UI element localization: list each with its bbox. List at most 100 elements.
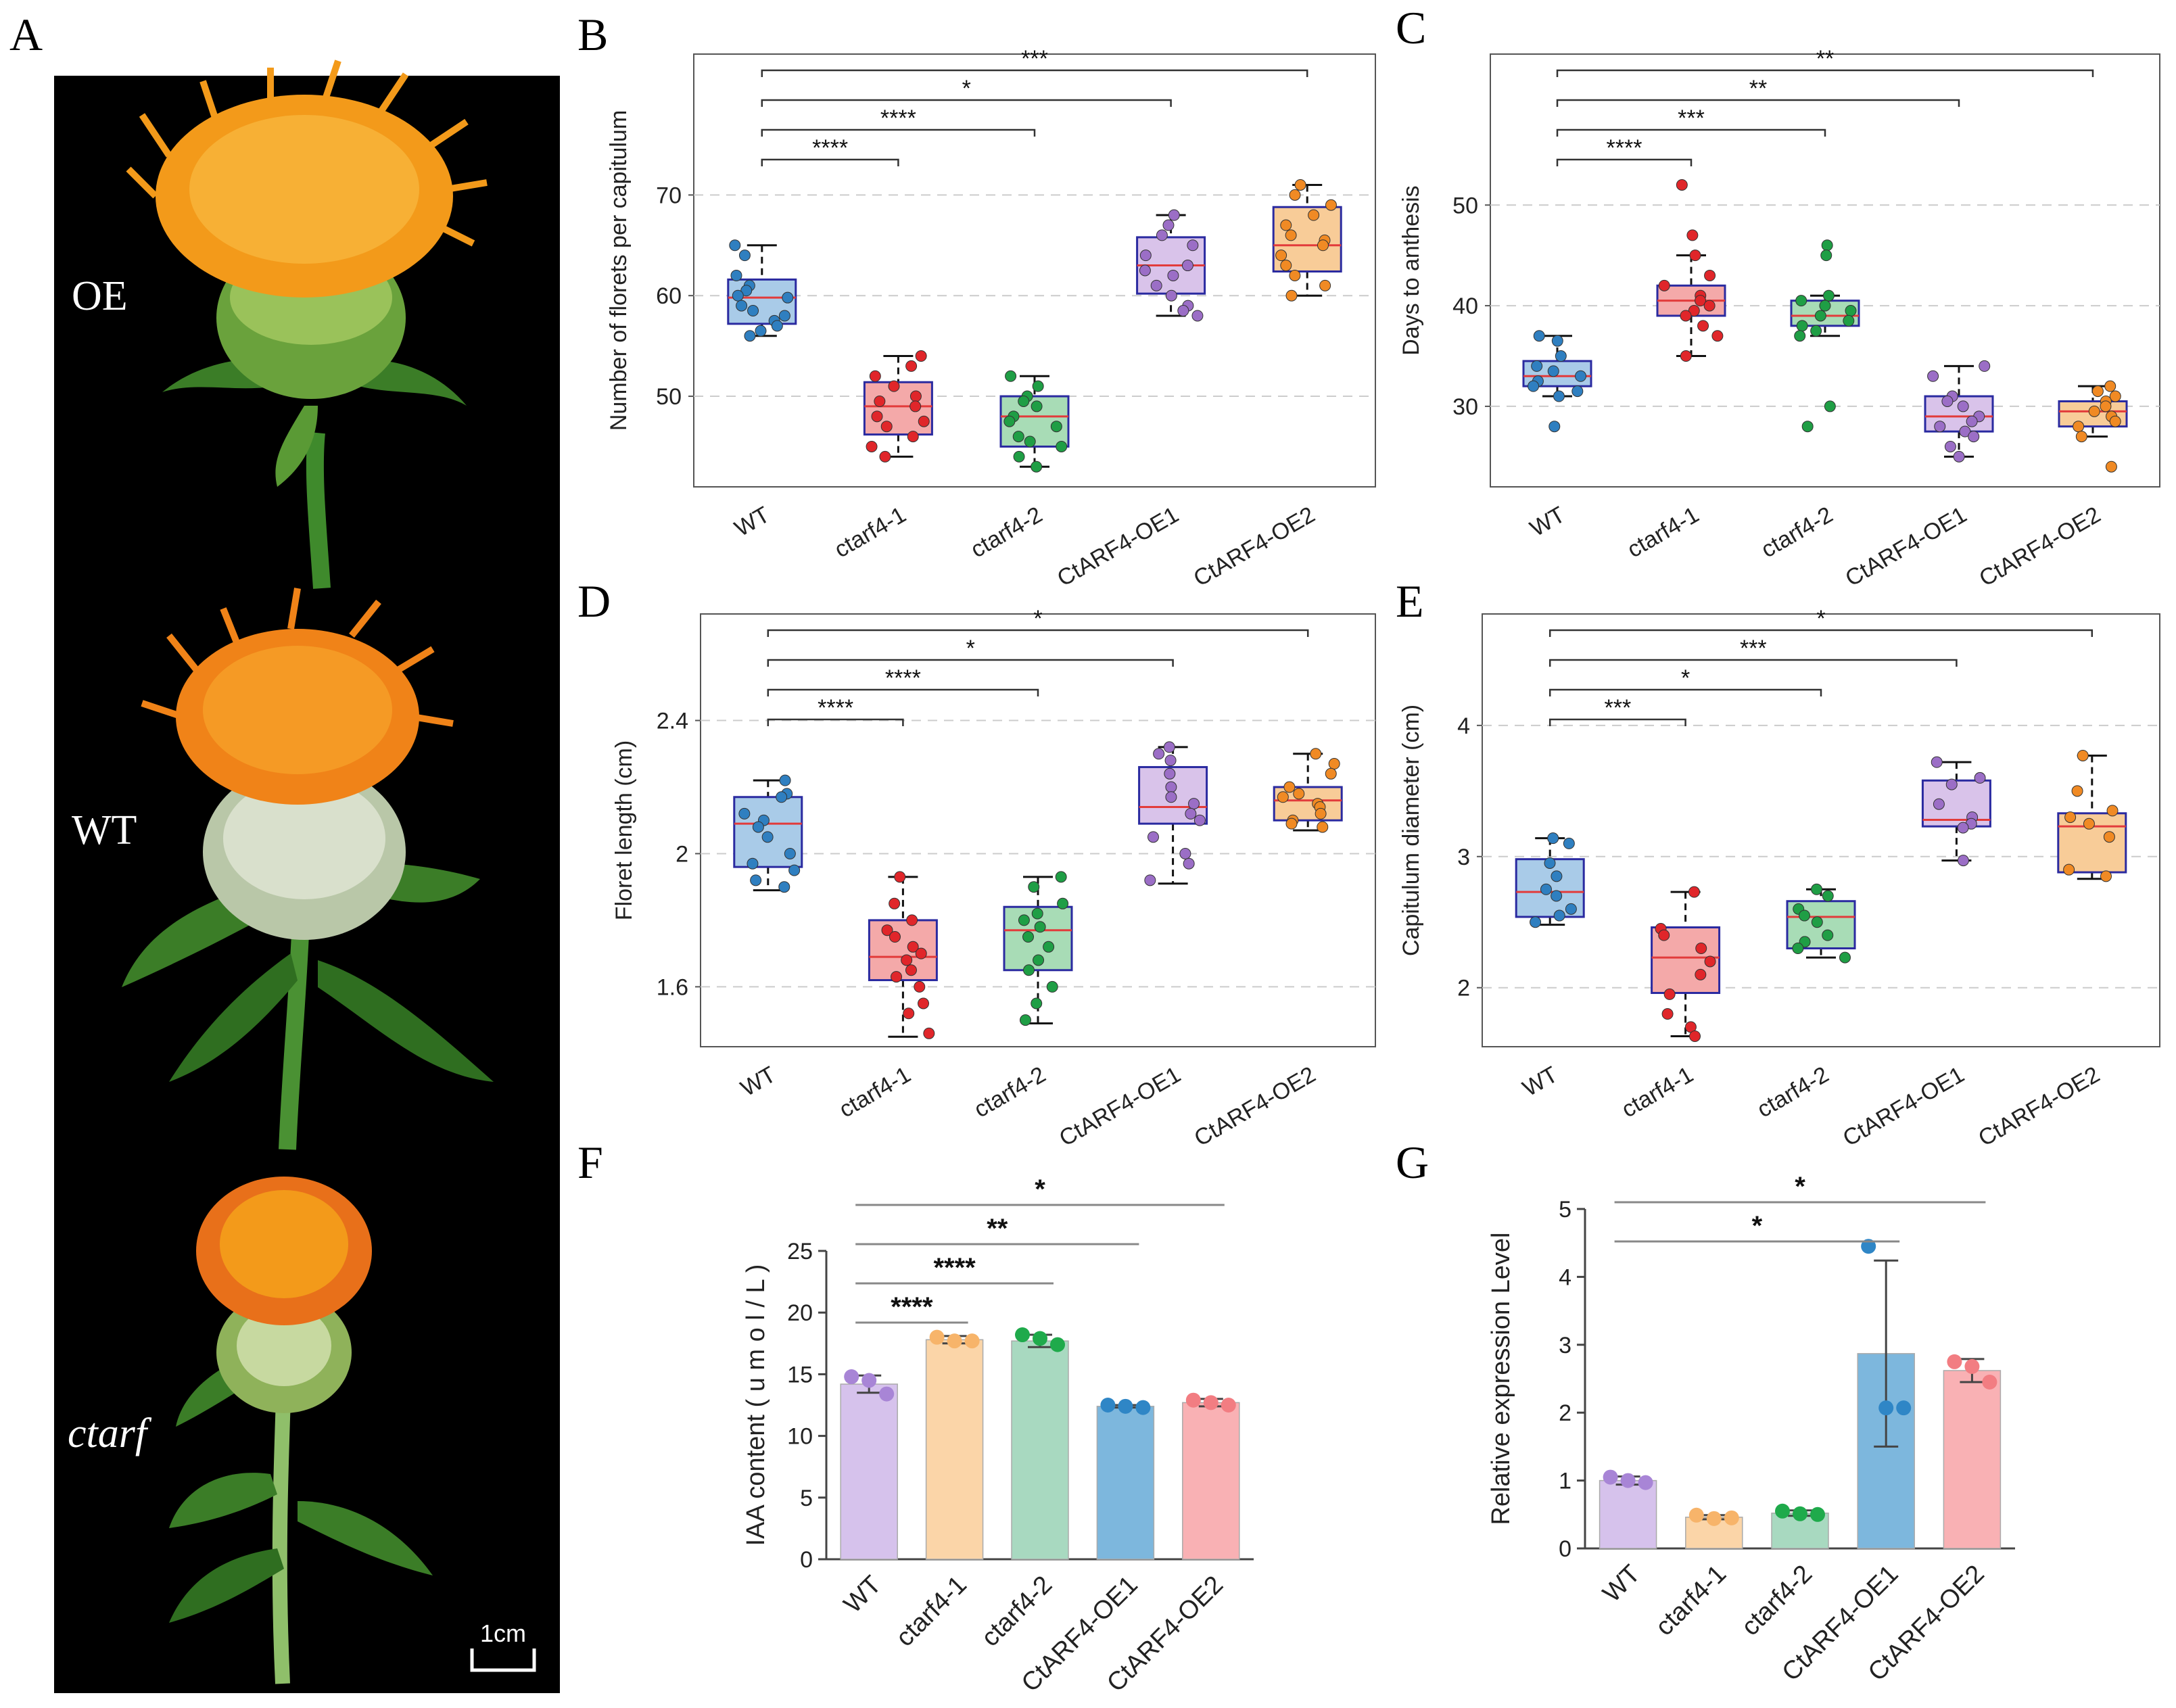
significance-label: * bbox=[1795, 1172, 1805, 1202]
data-point bbox=[2071, 785, 2083, 797]
data-point bbox=[740, 285, 753, 297]
data-point bbox=[1147, 831, 1159, 843]
bar-4 bbox=[1096, 1398, 1155, 1560]
data-point bbox=[1695, 943, 1707, 955]
x-tick-label: ctarf4-1 bbox=[835, 1062, 916, 1123]
data-point bbox=[729, 239, 741, 252]
bar bbox=[1011, 1340, 1069, 1560]
data-point bbox=[844, 1369, 859, 1385]
significance-bracket bbox=[761, 99, 1172, 107]
data-point bbox=[1294, 179, 1306, 191]
data-point bbox=[1315, 807, 1327, 820]
y-tick-label: 2.4 bbox=[657, 709, 688, 734]
data-point bbox=[1711, 330, 1724, 342]
significance-bracket bbox=[1556, 99, 1960, 107]
data-point bbox=[909, 400, 922, 412]
data-point bbox=[1676, 179, 1688, 191]
data-point bbox=[2106, 805, 2119, 817]
data-point bbox=[1822, 929, 1834, 941]
data-point bbox=[894, 871, 906, 883]
data-point bbox=[747, 857, 759, 870]
plot-frame bbox=[1490, 53, 2160, 488]
data-point bbox=[861, 1373, 877, 1388]
box-3 bbox=[1003, 871, 1073, 1026]
data-point bbox=[1162, 219, 1175, 231]
data-point bbox=[752, 821, 764, 833]
chart-e-capitulum-diameter: 2 3 4 Capitulum diameter (cm) WT ctarf4-1 ctar… bbox=[1398, 606, 2160, 1152]
data-point bbox=[923, 1027, 935, 1039]
y-tick-label: 5 bbox=[800, 1486, 813, 1511]
data-point bbox=[905, 360, 918, 372]
data-point bbox=[881, 924, 893, 936]
bar-1 bbox=[840, 1369, 898, 1560]
data-point bbox=[1555, 350, 1567, 362]
data-point bbox=[1658, 929, 1670, 941]
data-point bbox=[1814, 310, 1826, 322]
significance-bracket bbox=[1556, 69, 2094, 77]
y-tick-label: 0 bbox=[1559, 1536, 1571, 1562]
panel-label-b: B bbox=[577, 9, 608, 60]
box-2 bbox=[1656, 179, 1726, 362]
data-point bbox=[1931, 756, 1943, 768]
panel-label-a: A bbox=[9, 9, 43, 60]
panel-label-e: E bbox=[1396, 575, 1424, 627]
data-point bbox=[1551, 335, 1563, 347]
panel-label-f: F bbox=[577, 1137, 603, 1188]
significance-bracket bbox=[767, 688, 1039, 696]
data-point bbox=[1310, 748, 1322, 760]
data-point bbox=[1050, 421, 1062, 433]
box-3 bbox=[1786, 883, 1856, 964]
data-point bbox=[1275, 250, 1287, 262]
data-point bbox=[929, 1329, 945, 1345]
data-point bbox=[2100, 400, 2112, 412]
data-point bbox=[1695, 968, 1707, 980]
data-point bbox=[784, 847, 796, 859]
data-point bbox=[1022, 964, 1035, 976]
data-point bbox=[914, 980, 926, 993]
data-point bbox=[1861, 1239, 1876, 1254]
x-tick-label: WT bbox=[736, 1062, 780, 1101]
data-point bbox=[750, 874, 762, 886]
data-point bbox=[1547, 832, 1559, 845]
iqr-box bbox=[868, 919, 938, 982]
significance-bracket bbox=[767, 659, 1174, 667]
scale-bar-label: 1cm bbox=[480, 1619, 526, 1647]
y-tick-label: 50 bbox=[656, 384, 682, 410]
y-tick-label: 2 bbox=[1457, 976, 1470, 1001]
data-point bbox=[1819, 300, 1831, 312]
plot-frame bbox=[693, 53, 1376, 488]
data-point bbox=[1325, 199, 1337, 211]
data-point bbox=[744, 330, 756, 342]
bar bbox=[1943, 1370, 2002, 1549]
data-point bbox=[889, 897, 901, 909]
data-point bbox=[1308, 209, 1320, 221]
data-point bbox=[1553, 390, 1565, 402]
x-tick-label: WT bbox=[1525, 502, 1569, 542]
box-4 bbox=[1136, 209, 1206, 322]
x-tick-label: CtARF4-OE2 bbox=[1189, 502, 1319, 592]
significance-label: *** bbox=[1740, 636, 1767, 661]
box-3 bbox=[1790, 239, 1860, 433]
data-point bbox=[1181, 260, 1193, 272]
data-point bbox=[1968, 431, 1980, 443]
significance-label: **** bbox=[885, 665, 921, 691]
bar-2 bbox=[925, 1329, 984, 1560]
scale-bar: 1cm bbox=[470, 1619, 536, 1672]
data-point bbox=[907, 941, 919, 953]
data-point bbox=[1945, 778, 1958, 790]
data-point bbox=[1013, 450, 1025, 462]
data-point bbox=[1022, 931, 1035, 943]
box-5 bbox=[2057, 749, 2127, 882]
significance-label: **** bbox=[933, 1253, 976, 1283]
bar bbox=[1096, 1406, 1155, 1560]
photo-label-wt: WT bbox=[72, 807, 137, 853]
significance-label: * bbox=[1681, 665, 1690, 691]
data-point bbox=[1811, 916, 1823, 928]
bar-1 bbox=[1599, 1469, 1657, 1549]
data-point bbox=[1843, 314, 1855, 327]
data-point bbox=[1153, 748, 1165, 760]
data-point bbox=[1941, 395, 1954, 407]
data-point bbox=[1553, 909, 1565, 922]
data-point bbox=[1056, 440, 1068, 452]
bar-5 bbox=[1943, 1354, 2002, 1549]
